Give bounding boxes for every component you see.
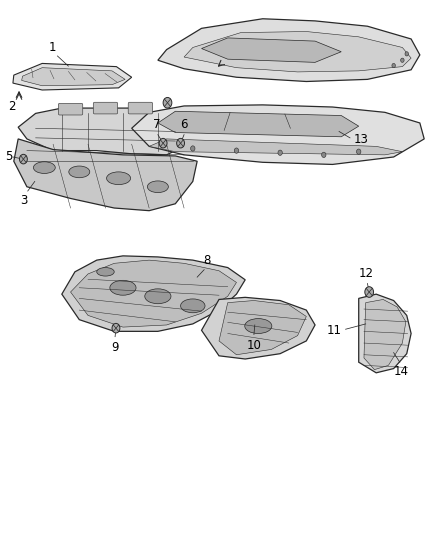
Polygon shape	[158, 111, 359, 137]
Ellipse shape	[145, 289, 171, 304]
Ellipse shape	[180, 299, 205, 313]
Ellipse shape	[97, 268, 114, 276]
Circle shape	[401, 58, 404, 62]
Polygon shape	[201, 297, 315, 359]
Text: 14: 14	[394, 366, 409, 378]
Circle shape	[191, 146, 195, 151]
Text: 8: 8	[203, 254, 211, 266]
Ellipse shape	[106, 172, 131, 184]
Text: 11: 11	[326, 324, 341, 337]
Circle shape	[234, 148, 239, 154]
FancyBboxPatch shape	[93, 102, 118, 114]
Ellipse shape	[148, 181, 168, 192]
Circle shape	[405, 52, 409, 56]
Ellipse shape	[110, 280, 136, 295]
Circle shape	[112, 324, 120, 333]
Polygon shape	[14, 139, 197, 211]
Polygon shape	[18, 108, 188, 155]
Text: 9: 9	[111, 341, 119, 354]
Circle shape	[357, 149, 361, 155]
Text: 6: 6	[180, 118, 188, 132]
Text: 12: 12	[358, 268, 373, 280]
Polygon shape	[219, 301, 306, 355]
Text: 13: 13	[353, 133, 368, 147]
Text: 5: 5	[5, 150, 12, 164]
Polygon shape	[359, 294, 411, 373]
Ellipse shape	[245, 319, 272, 334]
Polygon shape	[201, 38, 341, 62]
Text: 1: 1	[49, 41, 56, 54]
Circle shape	[159, 139, 167, 148]
Text: 10: 10	[247, 339, 261, 352]
Polygon shape	[132, 105, 424, 165]
Circle shape	[278, 150, 283, 156]
Ellipse shape	[69, 166, 90, 177]
Circle shape	[365, 287, 374, 297]
Polygon shape	[21, 68, 125, 86]
FancyBboxPatch shape	[58, 103, 83, 115]
Text: 3: 3	[20, 194, 27, 207]
Circle shape	[19, 155, 27, 164]
Text: 7: 7	[153, 118, 161, 132]
Text: 2: 2	[8, 100, 15, 112]
FancyBboxPatch shape	[128, 102, 152, 114]
Polygon shape	[149, 139, 403, 155]
Ellipse shape	[33, 162, 55, 173]
Polygon shape	[184, 31, 411, 72]
Circle shape	[392, 63, 396, 68]
Polygon shape	[71, 260, 237, 327]
Circle shape	[177, 139, 184, 148]
Polygon shape	[158, 19, 420, 82]
Circle shape	[321, 152, 326, 158]
Polygon shape	[13, 63, 132, 90]
Polygon shape	[62, 256, 245, 332]
Circle shape	[163, 98, 172, 108]
Polygon shape	[364, 300, 406, 369]
